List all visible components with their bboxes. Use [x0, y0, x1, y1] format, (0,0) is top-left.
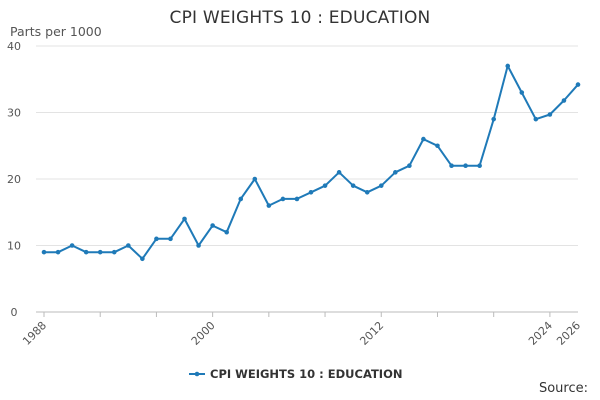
data-point[interactable] [252, 176, 258, 182]
gridlines [36, 45, 578, 246]
data-point[interactable] [111, 249, 117, 255]
data-point[interactable] [238, 196, 244, 202]
x-tick-label: 2026 [554, 319, 583, 348]
data-point[interactable] [69, 243, 75, 248]
data-point[interactable] [378, 183, 384, 188]
data-point[interactable] [294, 196, 300, 202]
y-tick-label: 30 [7, 107, 21, 120]
x-axis: 1988 2000 2012 2024 2026 [20, 311, 583, 348]
data-point[interactable] [322, 183, 328, 188]
data-point[interactable] [266, 203, 272, 208]
source-label: Source: [538, 381, 588, 396]
data-point[interactable] [83, 249, 89, 255]
chart-title: CPI WEIGHTS 10 : EDUCATION [169, 8, 431, 28]
legend-marker [194, 371, 200, 377]
data-point[interactable] [140, 256, 145, 262]
y-tick-label: 0 [11, 306, 18, 319]
data-point[interactable] [280, 196, 286, 202]
data-point[interactable] [547, 112, 553, 117]
legend: CPI WEIGHTS 10 : EDUCATION [189, 367, 403, 381]
x-tick-label: 1988 [20, 319, 49, 348]
data-point[interactable] [126, 243, 131, 248]
data-point[interactable] [55, 249, 61, 255]
data-point[interactable] [463, 163, 468, 168]
data-point[interactable] [575, 82, 581, 87]
data-point[interactable] [336, 170, 342, 175]
x-tick-label: 2012 [357, 319, 386, 348]
data-point[interactable] [407, 163, 412, 168]
y-tick-label: 10 [7, 240, 21, 253]
data-point[interactable] [491, 116, 496, 122]
data-point[interactable] [97, 249, 103, 255]
data-point[interactable] [182, 216, 187, 222]
data-point[interactable] [561, 98, 567, 103]
data-point[interactable] [533, 116, 539, 122]
data-point[interactable] [224, 229, 229, 235]
data-point[interactable] [196, 243, 201, 248]
data-point[interactable] [168, 236, 173, 242]
data-point[interactable] [350, 183, 356, 188]
data-point[interactable] [393, 170, 398, 175]
data-point[interactable] [308, 190, 314, 195]
data-point[interactable] [421, 136, 426, 142]
x-tick-label: 2000 [189, 319, 218, 348]
series-line [43, 64, 579, 260]
legend-label[interactable]: CPI WEIGHTS 10 : EDUCATION [210, 367, 403, 381]
x-tick-label: 2024 [526, 319, 555, 348]
data-point[interactable] [477, 163, 482, 168]
y-axis-ticks: 0 10 20 30 40 [7, 40, 21, 319]
data-point[interactable] [41, 249, 47, 255]
series-group [41, 63, 581, 262]
data-point[interactable] [505, 63, 511, 69]
data-point[interactable] [435, 143, 440, 149]
data-point[interactable] [519, 90, 525, 95]
y-axis-label: Parts per 1000 [10, 24, 102, 39]
data-point[interactable] [364, 190, 370, 195]
data-point[interactable] [154, 236, 159, 242]
y-tick-label: 40 [7, 40, 21, 53]
data-point[interactable] [449, 163, 454, 168]
data-point[interactable] [210, 223, 215, 228]
y-tick-label: 20 [7, 173, 21, 186]
